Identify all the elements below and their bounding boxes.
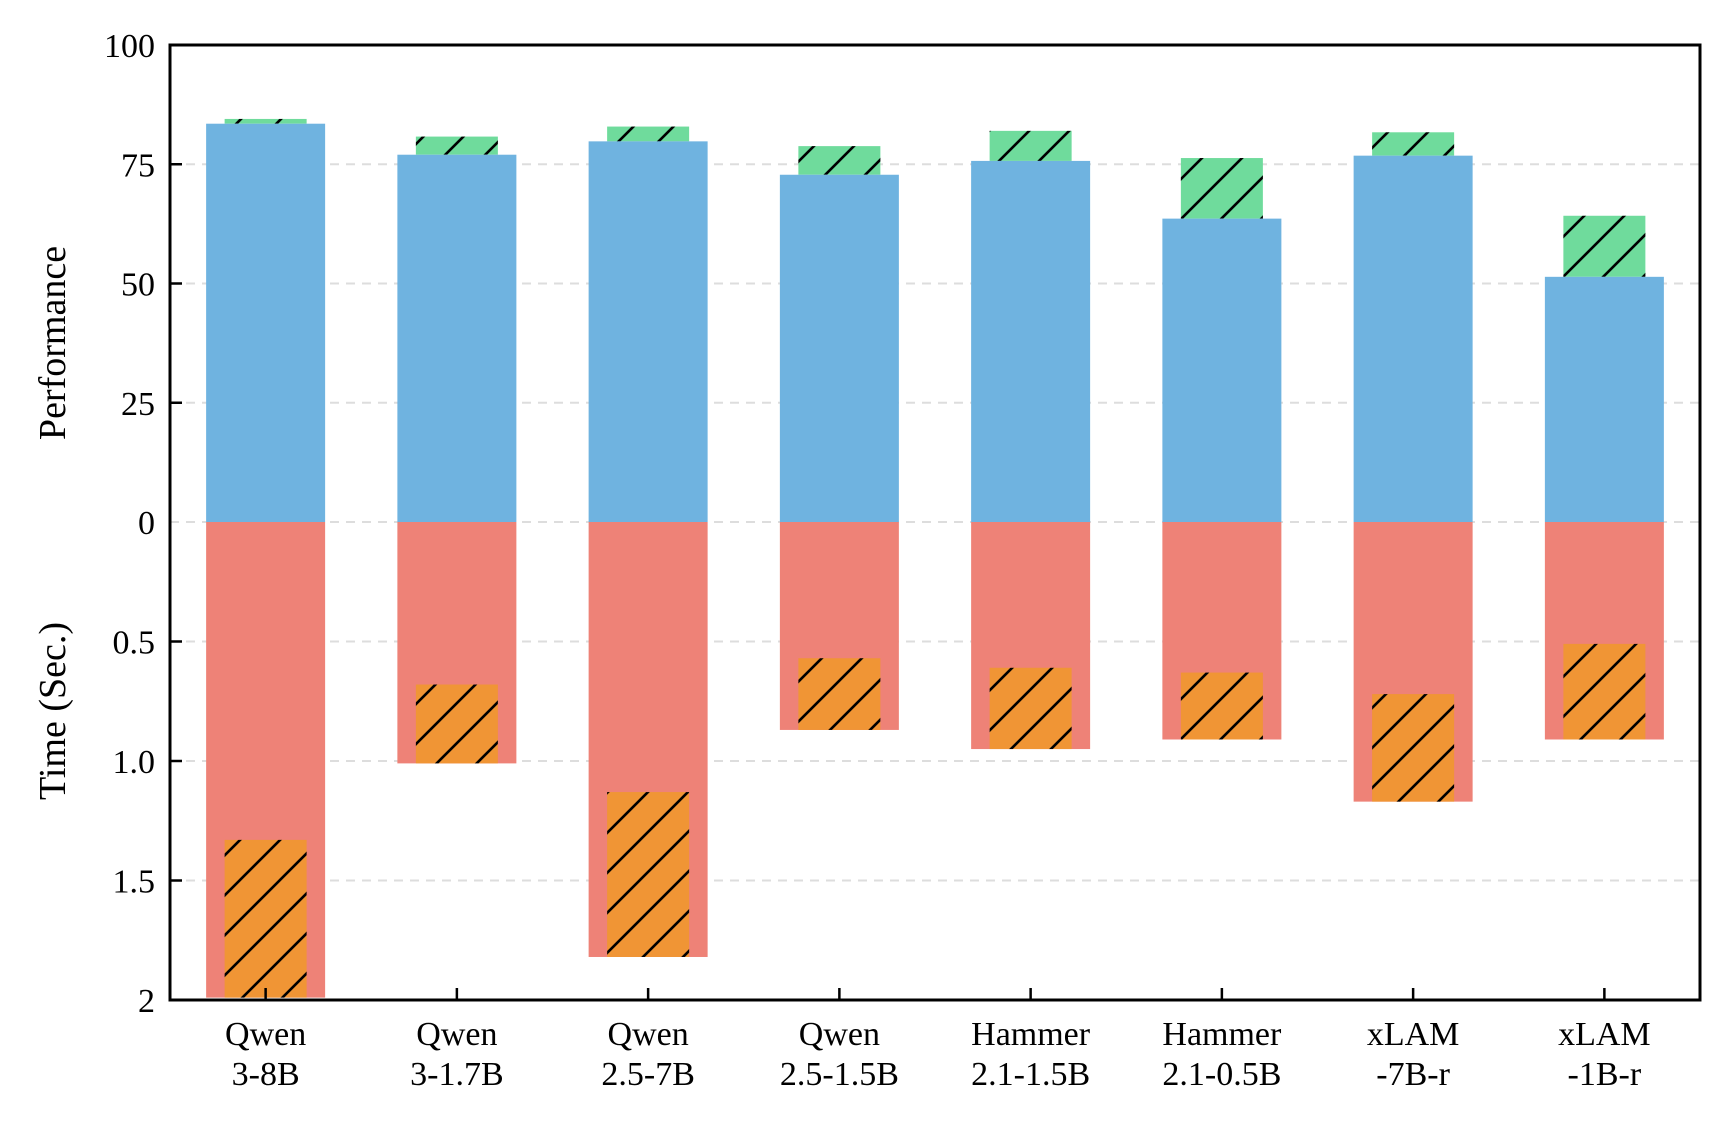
performance-base-bar: [588, 141, 708, 522]
performance-improved-hatch: [607, 126, 690, 142]
performance-base-bar: [1353, 155, 1473, 522]
performance-base-bar: [206, 123, 326, 522]
x-tick-label: 2.5-1.5B: [780, 1056, 899, 1093]
x-tick-label: 2.1-0.5B: [1162, 1056, 1281, 1093]
time-improved-hatch: [1563, 643, 1646, 740]
y-tick-label: 25: [121, 386, 155, 423]
x-tick-label: Qwen: [608, 1016, 689, 1053]
x-tick-label: -1B-r: [1568, 1056, 1642, 1093]
performance-base-bar: [1162, 218, 1282, 523]
x-tick-label: xLAM: [1367, 1016, 1460, 1053]
performance-improved-hatch: [224, 118, 307, 124]
plot-frame: [168, 43, 1702, 1002]
time-improved-hatch: [989, 667, 1072, 750]
x-tick-label: Qwen: [799, 1016, 880, 1053]
performance-improved-hatch: [415, 136, 498, 155]
performance-base-bar: [1544, 276, 1664, 522]
y-tick-label: 75: [121, 147, 155, 184]
x-tick-label: 2.1-1.5B: [971, 1056, 1090, 1093]
performance-improved-hatch: [1563, 215, 1646, 277]
y-tick-label: 1.0: [113, 744, 156, 781]
performance-base-bar: [971, 160, 1091, 522]
time-improved-hatch: [607, 792, 690, 957]
y-axis-title-performance: Performance: [32, 246, 74, 440]
y-tick-label: 0: [138, 505, 155, 542]
x-tick-label: 2.5-7B: [601, 1056, 695, 1093]
performance-base-bar: [779, 174, 899, 522]
x-tick-label: Hammer: [971, 1016, 1091, 1053]
axis-ticks: 02550751000.51.01.52Qwen3-8BQwen3-1.7BQw…: [104, 28, 1651, 1093]
x-tick-label: 3-8B: [232, 1056, 300, 1093]
time-improved-hatch: [224, 839, 307, 998]
performance-improved-hatch: [798, 146, 881, 175]
x-tick-label: 3-1.7B: [410, 1056, 504, 1093]
y-tick-label: 0.5: [113, 625, 156, 662]
x-tick-label: Qwen: [416, 1016, 497, 1053]
bars: [206, 118, 1664, 998]
time-improved-hatch: [1372, 694, 1455, 802]
y-tick-label: 1.5: [113, 864, 156, 901]
y-tick-label: 50: [121, 267, 155, 304]
x-tick-label: -7B-r: [1376, 1056, 1450, 1093]
y-axis-title-time: Time (Sec.): [32, 622, 74, 800]
time-improved-hatch: [798, 658, 881, 730]
time-improved-hatch: [415, 684, 498, 764]
performance-base-bar: [397, 154, 517, 522]
x-tick-label: Qwen: [225, 1016, 306, 1053]
y-tick-label: 2: [138, 983, 155, 1020]
y-tick-label: 100: [104, 28, 155, 65]
performance-improved-hatch: [1180, 158, 1263, 219]
performance-improved-hatch: [1372, 132, 1455, 156]
time-improved-hatch: [1180, 672, 1263, 740]
x-tick-label: Hammer: [1162, 1016, 1282, 1053]
x-tick-label: xLAM: [1558, 1016, 1651, 1053]
performance-improved-hatch: [989, 130, 1072, 161]
